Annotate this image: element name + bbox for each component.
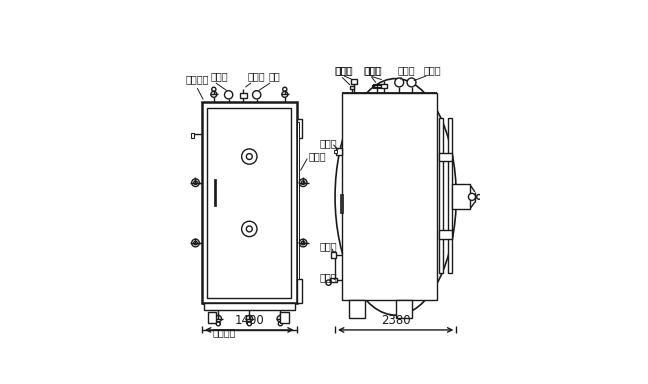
Text: 消毒口: 消毒口 [364,66,382,76]
Bar [281,312,288,323]
Text: 蒸汽出口: 蒸汽出口 [213,328,236,338]
Bar [439,118,443,273]
Text: 蒸汽出: 蒸汽出 [319,242,338,252]
Bar [448,118,452,273]
Text: 2380: 2380 [381,314,410,327]
Bar [349,86,354,89]
Circle shape [395,78,404,87]
Text: 抽空口: 抽空口 [365,65,382,75]
Circle shape [253,91,261,99]
Bar [351,79,357,84]
Text: 蒸汽进: 蒸汽进 [319,138,338,148]
Bar [396,300,412,318]
Bar [202,102,297,303]
Text: 真空表: 真空表 [211,71,229,81]
Bar [340,194,343,214]
Text: 真空表: 真空表 [423,65,441,75]
Circle shape [224,91,233,99]
Bar [191,133,194,139]
Text: 温度表: 温度表 [248,71,266,81]
Circle shape [469,193,476,200]
Bar [336,148,342,155]
Bar [207,108,292,298]
Circle shape [407,78,416,87]
Circle shape [242,149,257,164]
Bar [342,93,437,300]
Circle shape [242,221,257,237]
Text: 视镜: 视镜 [268,71,281,81]
Bar [452,184,470,209]
Text: 门锁紧: 门锁紧 [308,152,326,162]
Bar [297,279,302,303]
Text: 温度表: 温度表 [397,65,415,75]
Bar [349,300,365,318]
Bar [240,93,247,98]
Bar [214,179,216,206]
Bar [330,278,336,282]
Text: 1400: 1400 [235,314,264,327]
Bar [439,152,452,161]
Text: 起吊环: 起吊环 [335,65,353,75]
Bar [203,303,295,310]
Text: 放空阀: 放空阀 [319,273,338,283]
Bar [381,84,387,88]
Bar [297,119,302,139]
Text: 安全阀: 安全阀 [334,66,352,76]
Circle shape [477,195,481,199]
Bar [208,312,216,323]
Bar [330,252,336,258]
Bar [334,149,336,153]
Bar [297,122,299,279]
Text: 蒸汽进口: 蒸汽进口 [186,74,209,84]
Bar [439,230,452,239]
